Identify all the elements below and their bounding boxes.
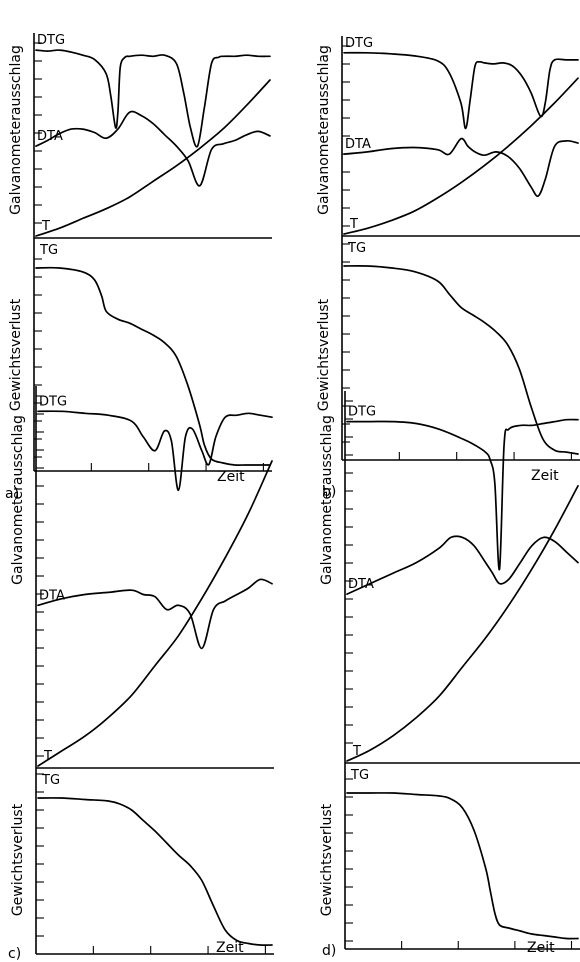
- series-label-dtg: DTG: [348, 405, 376, 420]
- series-label-t: T: [41, 219, 50, 234]
- chart-panel-a: DTG DTA T TG Galvanometerausschlag Gewichtsve…: [5, 33, 272, 502]
- chart-panel-b: DTG DTA T TG Galvanometerausschlag Gewichtsve…: [316, 36, 580, 500]
- series-tg-line: [346, 792, 579, 940]
- series-label-tg: TG: [350, 768, 369, 783]
- x-axis-label: Zeit: [531, 468, 559, 484]
- series-t-line: [37, 460, 273, 767]
- series-label-tg: TG: [39, 243, 58, 258]
- chart-panel-c: DTG DTA T TG Galvanometerausschlag Gewichtsve…: [8, 386, 274, 962]
- x-axis-label: Zeit: [216, 940, 244, 956]
- series-tg-line: [37, 797, 273, 946]
- series-dta-line: [35, 110, 271, 187]
- series-tg-line: [343, 265, 579, 455]
- panel-label-c: c): [8, 946, 21, 962]
- series-dtg-line: [35, 49, 271, 148]
- series-label-dtg: DTG: [37, 33, 65, 48]
- y-axis-label-upper: Galvanometerausschlag: [8, 45, 24, 215]
- series-label-dtg: DTG: [39, 394, 67, 409]
- y-axis-label-upper: Galvanometerausschlag: [10, 415, 26, 585]
- series-tg-line: [35, 266, 271, 466]
- series-label-t: T: [352, 744, 361, 759]
- series-dta-line: [37, 578, 273, 650]
- series-t-line: [35, 79, 271, 237]
- series-label-dta: DTA: [348, 577, 374, 592]
- panel-label-a: a): [5, 486, 19, 502]
- series-dtg-line: [343, 51, 579, 130]
- series-label-tg: TG: [41, 773, 60, 788]
- series-label-dta: DTA: [37, 129, 63, 144]
- y-axis-label-lower: Gewichtsverlust: [10, 803, 26, 916]
- y-axis-label-lower: Gewichtsverlust: [8, 298, 24, 411]
- series-t-line: [346, 485, 579, 762]
- series-dtg-line: [346, 418, 579, 571]
- series-dta-line: [343, 137, 579, 198]
- y-axis-label-lower: Gewichtsverlust: [319, 803, 335, 916]
- series-label-t: T: [43, 749, 52, 764]
- y-axis-label-upper: Galvanometerausschlag: [316, 45, 332, 215]
- series-dta-line: [346, 535, 579, 595]
- series-label-dtg: DTG: [345, 36, 373, 51]
- series-label-dta: DTA: [345, 137, 371, 152]
- chart-panel-d: DTG DTA T TG Galvanometerausschlag Gewichtsve…: [319, 391, 580, 959]
- y-axis-label-upper: Galvanometerausschlag: [319, 415, 335, 585]
- series-dtg-line: [37, 410, 273, 492]
- x-axis-label: Zeit: [217, 469, 245, 485]
- series-label-dta: DTA: [39, 588, 65, 603]
- panel-label-b: b): [322, 484, 336, 500]
- series-label-t: T: [349, 217, 358, 232]
- series-t-line: [343, 77, 579, 235]
- panel-label-d: d): [322, 943, 336, 959]
- series-label-tg: TG: [347, 241, 366, 256]
- x-axis-label: Zeit: [527, 940, 555, 956]
- y-axis-label-lower: Gewichtsverlust: [316, 298, 332, 411]
